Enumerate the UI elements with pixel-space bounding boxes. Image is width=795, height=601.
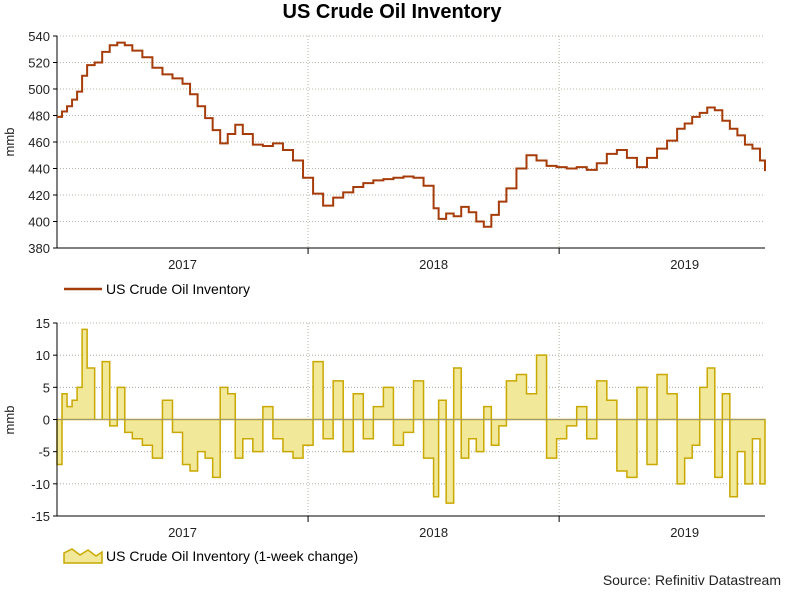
inventory-legend-label: US Crude Oil Inventory (106, 281, 250, 297)
top-xtick-label: 2017 (168, 257, 197, 272)
bot-xtick-label: 2018 (419, 525, 448, 540)
bot-ytick-label: 0 (43, 413, 50, 428)
change-area-panel: 15 10 5 0 -5 -10 -15 2017 2018 2019 mmb US Crude… (2, 316, 766, 564)
change-legend-label: US Crude Oil Inventory (1-week change) (106, 548, 358, 564)
change-y-axis: 15 10 5 0 -5 -10 -15 (31, 316, 57, 524)
top-xtick-label: 2018 (419, 257, 448, 272)
inventory-y-axis: 540 520 500 480 460 440 420 400 380 (28, 29, 57, 256)
bot-ytick-label: 5 (43, 380, 50, 395)
chart-title: US Crude Oil Inventory (283, 1, 503, 23)
top-ytick-label: 500 (28, 82, 50, 97)
change-legend-swatch (63, 548, 103, 564)
bot-ytick-label: -10 (31, 477, 50, 492)
bot-xtick-label: 2019 (670, 525, 699, 540)
top-ytick-label: 440 (28, 162, 50, 177)
bot-ytick-label: 10 (36, 348, 50, 363)
change-x-axis: 2017 2018 2019 (56, 323, 765, 540)
bot-ytick-label: 15 (36, 316, 50, 331)
bot-xtick-label: 2017 (168, 525, 197, 540)
inventory-series-line (57, 41, 766, 228)
change-y-axis-label: mmb (2, 406, 17, 435)
top-ytick-label: 520 (28, 56, 50, 71)
top-ytick-label: 380 (28, 241, 50, 256)
inventory-y-axis-label: mmb (2, 128, 17, 157)
inventory-legend: US Crude Oil Inventory (64, 281, 250, 297)
inventory-x-axis: 2017 2018 2019 (56, 36, 765, 272)
change-series-area (56, 328, 766, 504)
change-legend: US Crude Oil Inventory (1-week change) (63, 548, 358, 564)
top-ytick-label: 540 (28, 29, 50, 44)
top-xtick-label: 2019 (670, 257, 699, 272)
top-ytick-label: 400 (28, 215, 50, 230)
bot-ytick-label: -5 (38, 445, 50, 460)
source-note: Source: Refinitiv Datastream (603, 572, 781, 588)
inventory-line-panel: 540 520 500 480 460 440 420 400 380 2017 2018 2019… (2, 29, 766, 297)
top-ytick-label: 480 (28, 109, 50, 124)
top-ytick-label: 460 (28, 135, 50, 150)
top-ytick-label: 420 (28, 188, 50, 203)
bot-ytick-label: -15 (31, 509, 50, 524)
